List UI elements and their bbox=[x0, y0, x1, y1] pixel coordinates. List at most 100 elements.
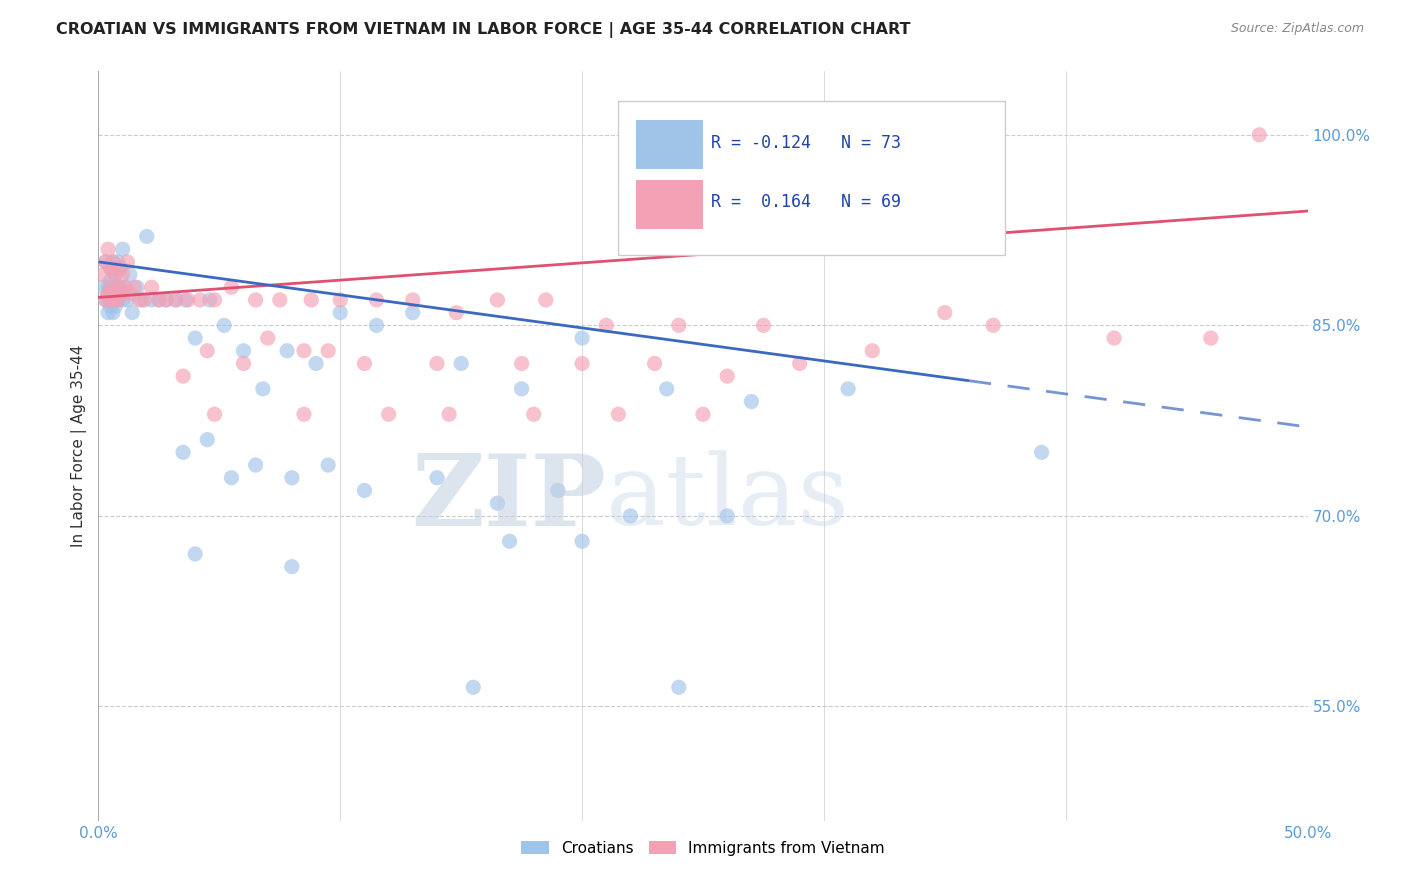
Point bbox=[1249, 128, 1271, 142]
Legend: Croatians, Immigrants from Vietnam: Croatians, Immigrants from Vietnam bbox=[515, 834, 891, 862]
Point bbox=[366, 293, 388, 307]
Point bbox=[104, 268, 127, 282]
Point bbox=[94, 255, 117, 269]
Point bbox=[655, 382, 678, 396]
Point bbox=[91, 268, 114, 282]
Point bbox=[510, 382, 533, 396]
Point bbox=[716, 508, 738, 523]
Point bbox=[281, 471, 304, 485]
Point bbox=[188, 293, 211, 307]
Point bbox=[97, 306, 120, 320]
Point bbox=[426, 471, 449, 485]
Point bbox=[127, 280, 149, 294]
Point bbox=[256, 331, 278, 345]
FancyBboxPatch shape bbox=[637, 120, 703, 169]
Point bbox=[100, 280, 122, 294]
Point bbox=[174, 293, 197, 307]
Point bbox=[486, 496, 509, 510]
Point bbox=[292, 407, 315, 421]
Point bbox=[177, 293, 200, 307]
Point bbox=[523, 407, 546, 421]
Point bbox=[97, 242, 120, 256]
Point bbox=[91, 280, 114, 294]
Point bbox=[111, 293, 134, 307]
Point bbox=[1199, 331, 1222, 345]
Point bbox=[463, 681, 485, 695]
Point bbox=[377, 407, 399, 421]
Point bbox=[97, 286, 120, 301]
Point bbox=[316, 458, 339, 472]
Point bbox=[619, 508, 641, 523]
Point bbox=[571, 356, 593, 370]
Point bbox=[97, 293, 120, 307]
Point bbox=[252, 382, 274, 396]
Point bbox=[108, 280, 131, 294]
Point bbox=[101, 280, 124, 294]
Point bbox=[789, 356, 811, 370]
Point bbox=[121, 306, 143, 320]
Point bbox=[107, 293, 129, 307]
Point bbox=[107, 293, 129, 307]
Text: Source: ZipAtlas.com: Source: ZipAtlas.com bbox=[1230, 22, 1364, 36]
Point bbox=[692, 407, 714, 421]
Point bbox=[198, 293, 221, 307]
Point bbox=[329, 306, 352, 320]
Point bbox=[292, 343, 315, 358]
Point bbox=[118, 286, 141, 301]
Point bbox=[111, 242, 134, 256]
Point bbox=[165, 293, 187, 307]
Point bbox=[94, 293, 117, 307]
Point bbox=[212, 318, 235, 333]
Point bbox=[595, 318, 617, 333]
Point bbox=[486, 293, 509, 307]
Point bbox=[1031, 445, 1053, 459]
Point bbox=[426, 356, 449, 370]
Point bbox=[117, 255, 139, 269]
Point bbox=[571, 534, 593, 549]
Point bbox=[195, 343, 218, 358]
Point bbox=[981, 318, 1004, 333]
Point bbox=[316, 343, 339, 358]
Point bbox=[232, 356, 254, 370]
Point bbox=[104, 293, 127, 307]
Point bbox=[101, 306, 124, 320]
Point bbox=[740, 394, 762, 409]
Point bbox=[100, 299, 122, 313]
Point bbox=[94, 293, 117, 307]
Point bbox=[837, 382, 859, 396]
Point bbox=[860, 343, 883, 358]
Point bbox=[134, 293, 156, 307]
Text: R = -0.124   N = 73: R = -0.124 N = 73 bbox=[711, 134, 901, 152]
Point bbox=[100, 261, 122, 276]
Point bbox=[155, 293, 177, 307]
Point bbox=[221, 471, 243, 485]
Point bbox=[155, 293, 177, 307]
Point bbox=[101, 255, 124, 269]
Point bbox=[114, 280, 136, 294]
Point bbox=[100, 293, 122, 307]
Point bbox=[118, 268, 141, 282]
Point bbox=[305, 356, 328, 370]
Point bbox=[934, 306, 956, 320]
Point bbox=[128, 293, 150, 307]
Point bbox=[100, 280, 122, 294]
Point bbox=[329, 293, 352, 307]
Text: atlas: atlas bbox=[606, 450, 849, 546]
Point bbox=[172, 445, 194, 459]
Point bbox=[437, 407, 460, 421]
Point bbox=[101, 286, 124, 301]
Point bbox=[402, 293, 425, 307]
Point bbox=[607, 407, 630, 421]
Point bbox=[221, 280, 243, 294]
Point bbox=[281, 559, 304, 574]
Text: R =  0.164   N = 69: R = 0.164 N = 69 bbox=[711, 194, 901, 211]
Point bbox=[148, 293, 170, 307]
Point bbox=[101, 293, 124, 307]
Point bbox=[111, 268, 134, 282]
Point bbox=[101, 255, 124, 269]
Point bbox=[141, 280, 163, 294]
Point bbox=[108, 261, 131, 276]
Point bbox=[204, 407, 226, 421]
Point bbox=[104, 286, 127, 301]
Point bbox=[117, 293, 139, 307]
